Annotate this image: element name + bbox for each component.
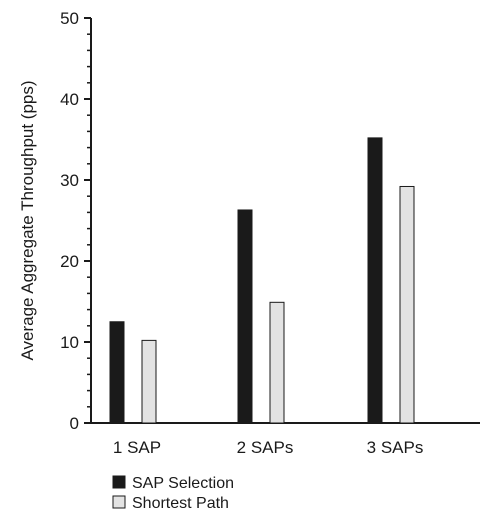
y-tick-label: 50: [60, 9, 79, 28]
y-tick-label: 40: [60, 90, 79, 109]
y-tick-label: 10: [60, 333, 79, 352]
bar-sap-selection: [367, 137, 383, 424]
legend-label: SAP Selection: [132, 475, 234, 492]
legend: SAP Selection Shortest Path: [112, 475, 234, 512]
y-tick-label: 20: [60, 252, 79, 271]
x-tick-label: 1 SAP: [113, 438, 161, 457]
bar-shortest-path: [399, 185, 415, 424]
legend-label: Shortest Path: [132, 495, 229, 512]
x-tick-label: 2 SAPs: [237, 438, 294, 457]
x-tick-label: 3 SAPs: [367, 438, 424, 457]
legend-swatch: [112, 495, 126, 509]
y-ticks: 0 10 20 30 40 50: [60, 9, 91, 433]
x-tick-labels: 1 SAP 2 SAPs 3 SAPs: [113, 438, 423, 457]
legend-swatch: [112, 475, 126, 489]
y-tick-label: 0: [70, 414, 79, 433]
y-tick-label: 30: [60, 171, 79, 190]
y-axis-title: Average Aggregate Throughput (pps): [18, 80, 37, 360]
bar-sap-selection: [237, 209, 253, 424]
bars: [109, 137, 415, 424]
bar-sap-selection: [109, 321, 125, 424]
bar-shortest-path: [141, 339, 157, 424]
bar-shortest-path: [269, 301, 285, 424]
